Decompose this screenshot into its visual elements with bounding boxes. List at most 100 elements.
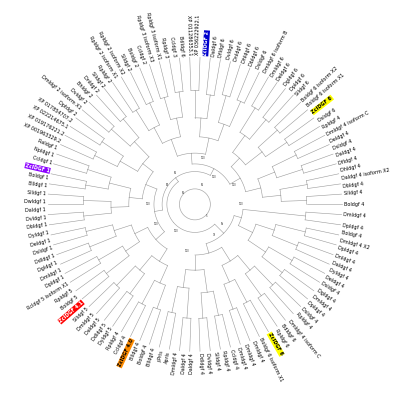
Text: 100: 100 [154,222,158,226]
Text: DpIdgf 4: DpIdgf 4 [342,223,364,230]
Text: DfIdgf 6: DfIdgf 6 [218,38,227,58]
Text: ZcIDGF 2: ZcIDGF 2 [203,31,210,56]
Text: DnIdgf 6: DnIdgf 6 [234,40,244,62]
Text: DyIdgf 4: DyIdgf 4 [328,268,348,281]
Text: DgIdgf 6: DgIdgf 6 [282,67,299,87]
Text: XP 022214675.1: XP 022214675.1 [31,105,68,130]
Text: Boldgf 6 isoform X2: Boldgf 6 isoform X2 [300,66,339,103]
Text: 56: 56 [182,191,185,195]
Text: Boldgf 1: Boldgf 1 [28,172,48,181]
Text: 100: 100 [212,175,216,179]
Text: ZcIDGF 4.0: ZcIDGF 4.0 [117,338,134,368]
Text: DbIdgf 6: DbIdgf 6 [248,46,261,67]
Text: ZcIDGF 4.1: ZcIDGF 4.1 [58,300,84,324]
Text: DvIdgf 6: DvIdgf 6 [226,38,236,60]
Text: Dmldgf 6 isoform B: Dmldgf 6 isoform B [263,30,289,74]
Text: DdIdgf 4: DdIdgf 4 [198,353,203,374]
Text: pPris: pPris [156,349,164,362]
Text: DyIdgf 1: DyIdgf 1 [28,230,49,239]
Text: SIIdgf 2: SIIdgf 2 [119,52,132,72]
Text: DeIdgf 4: DeIdgf 4 [329,130,350,144]
Text: Boldgf 6 isoform X1: Boldgf 6 isoform X1 [258,337,284,383]
Text: DsIdgf 4: DsIdgf 4 [320,281,340,296]
Text: Dmldgf 2 isoform X1: Dmldgf 2 isoform X1 [40,74,82,110]
Text: 79: 79 [213,233,216,237]
Text: BdIdgf 6: BdIdgf 6 [178,35,184,56]
Text: 98: 98 [166,183,169,187]
Text: Boldgf 4: Boldgf 4 [341,230,362,239]
Text: DgIdgf 4: DgIdgf 4 [316,288,336,304]
Circle shape [180,189,210,220]
Text: Apris: Apris [164,351,172,364]
Text: DpIdgf 6: DpIdgf 6 [289,72,306,92]
Text: Dmldgf 4 isoform C: Dmldgf 4 isoform C [287,318,320,359]
Text: DeIdgf 6: DeIdgf 6 [276,62,292,82]
Text: 56: 56 [174,172,177,176]
Text: XP 001963329.2: XP 001963329.2 [22,122,61,144]
Text: Dnldgf 2: Dnldgf 2 [82,74,99,94]
Text: DsIdgf 6: DsIdgf 6 [256,50,269,70]
Text: DaIdgf 4: DaIdgf 4 [335,147,356,158]
Text: DmIdgf 4 X2: DmIdgf 4 X2 [339,238,370,250]
Text: SIIdgf 4: SIIdgf 4 [343,190,362,196]
Text: DbIdgf 4: DbIdgf 4 [342,181,364,189]
Text: 100: 100 [231,183,236,187]
Text: ZcIDGF 6: ZcIDGF 6 [311,95,334,115]
Text: SIIdgf 5: SIIdgf 5 [72,306,90,323]
Text: Boldgf 2: Boldgf 2 [126,48,139,68]
Text: RpIdgf 4: RpIdgf 4 [105,331,120,351]
Text: Dhldgf 4: Dhldgf 4 [340,164,361,173]
Text: DpIdgf 4: DpIdgf 4 [306,300,325,318]
Text: DgIdgf 1: DgIdgf 1 [38,260,59,273]
Text: DmIdgf 1: DmIdgf 1 [40,268,62,282]
Text: Rpldgf 2 isoform X2: Rpldgf 2 isoform X2 [97,30,125,75]
Text: RpIdgf 5: RpIdgf 5 [54,288,74,304]
Text: DdIdgf 5: DdIdgf 5 [90,322,107,342]
Text: Boldgf 6 isoform X1: Boldgf 6 isoform X1 [306,73,346,108]
Text: Ccldgf 2: Ccldgf 2 [135,45,146,65]
Text: 100: 100 [239,202,244,206]
Text: Rpldgf 2: Rpldgf 2 [96,64,112,84]
Text: Bdldgf 6: Bdldgf 6 [280,324,296,343]
Text: CcIdgf 3: CcIdgf 3 [169,36,177,57]
Text: DvIdgf 1: DvIdgf 1 [26,215,47,222]
Text: DpIdgf 4: DpIdgf 4 [337,246,358,256]
Text: DmIdgf 4: DmIdgf 4 [311,294,332,312]
Text: RaIdgf 1: RaIdgf 1 [37,138,58,151]
Text: DfIdgf 4: DfIdgf 4 [338,156,358,166]
Text: 56: 56 [201,183,204,187]
Text: DsIdgf 6: DsIdgf 6 [317,108,337,123]
Text: DyIdgf 5: DyIdgf 5 [98,326,114,346]
Text: DmIdgf 4: DmIdgf 4 [343,212,366,219]
Text: Dmldgf 4 isoform C: Dmldgf 4 isoform C [325,110,370,137]
Text: XP 036222922.1: XP 036222922.1 [195,15,201,56]
Text: Boldgf 5: Boldgf 5 [60,294,79,311]
Text: DaIdgf 6: DaIdgf 6 [210,36,218,57]
Text: CcIdgf 1: CcIdgf 1 [32,155,52,166]
Text: Daldgf 4: Daldgf 4 [190,353,195,374]
Text: ZcIDGF 1: ZcIDGF 1 [25,163,50,173]
Text: 95: 95 [220,222,224,226]
Text: DhIdgf 6: DhIdgf 6 [241,43,252,64]
Text: RcIdgf 5 isoform X1: RcIdgf 5 isoform X1 [26,281,70,311]
Text: Rpldgf 6: Rpldgf 6 [274,328,289,348]
Text: CcIdgf 4: CcIdgf 4 [113,335,127,355]
Text: Daldgf 5: Daldgf 5 [84,317,101,336]
Text: NpIdgf 1: NpIdgf 1 [33,147,55,158]
Text: XP 017854707.2: XP 017854707.2 [36,96,73,123]
Text: DvIdgf 4: DvIdgf 4 [205,352,212,374]
Text: 100: 100 [185,249,190,253]
Text: Daldgf 4 isoform X2: Daldgf 4 isoform X2 [341,168,390,181]
Text: DsIdgf 4: DsIdgf 4 [332,138,353,151]
Text: SIIdgf 4: SIIdgf 4 [213,352,221,371]
Text: Dwldgf 1: Dwldgf 1 [24,199,46,204]
Text: DsIdgf 4: DsIdgf 4 [300,306,318,324]
Text: SIIdgf 2: SIIdgf 2 [90,71,105,88]
Text: Dvidgf 2: Dvidgf 2 [69,87,88,104]
Text: Daldgf 4: Daldgf 4 [180,353,187,374]
Text: Boldgf 4: Boldgf 4 [344,202,364,207]
Text: 100: 100 [146,202,151,206]
Text: DsIdgf 1: DsIdgf 1 [32,246,53,256]
Text: DmIdgf 4: DmIdgf 4 [244,344,256,367]
Text: DaIdgf 1: DaIdgf 1 [25,207,46,213]
